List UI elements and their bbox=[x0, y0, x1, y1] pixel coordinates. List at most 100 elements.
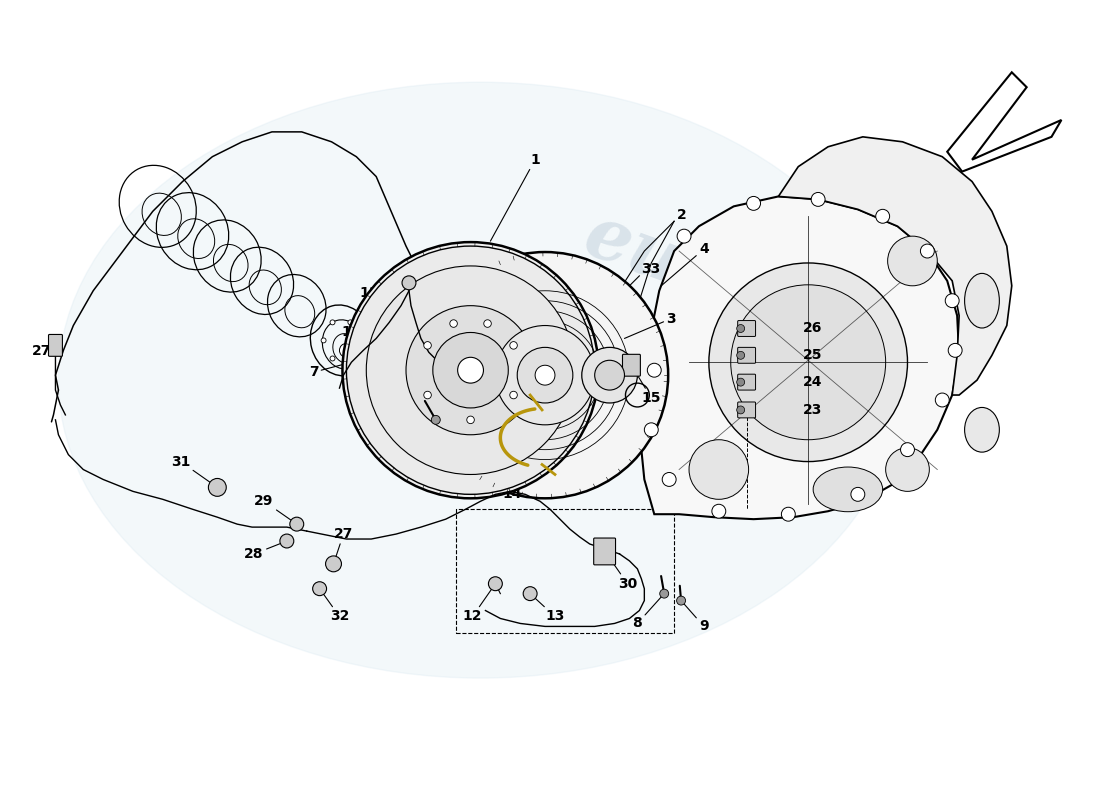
Circle shape bbox=[488, 577, 503, 590]
Text: 25: 25 bbox=[803, 348, 823, 362]
Circle shape bbox=[851, 487, 865, 502]
Circle shape bbox=[781, 507, 795, 521]
Text: 4: 4 bbox=[661, 242, 708, 286]
Circle shape bbox=[524, 586, 537, 601]
Text: 6: 6 bbox=[388, 420, 436, 454]
Circle shape bbox=[708, 263, 907, 462]
Circle shape bbox=[595, 360, 625, 390]
Circle shape bbox=[466, 416, 474, 424]
Circle shape bbox=[901, 442, 914, 457]
Text: 3: 3 bbox=[625, 311, 676, 338]
Text: 32: 32 bbox=[320, 589, 349, 623]
Circle shape bbox=[596, 543, 613, 559]
Circle shape bbox=[402, 276, 416, 290]
Circle shape bbox=[676, 596, 685, 605]
Text: europàres: europàres bbox=[574, 197, 982, 405]
Circle shape bbox=[279, 534, 294, 548]
Circle shape bbox=[509, 342, 517, 349]
Circle shape bbox=[737, 378, 745, 386]
Circle shape bbox=[289, 517, 304, 531]
Text: 27: 27 bbox=[32, 344, 51, 358]
Ellipse shape bbox=[813, 467, 882, 512]
FancyBboxPatch shape bbox=[738, 321, 756, 337]
Text: 26: 26 bbox=[803, 322, 823, 335]
Circle shape bbox=[662, 473, 676, 486]
Text: 2: 2 bbox=[678, 208, 686, 222]
Circle shape bbox=[424, 391, 431, 399]
FancyBboxPatch shape bbox=[594, 538, 616, 565]
Circle shape bbox=[321, 338, 326, 343]
Circle shape bbox=[811, 193, 825, 206]
Circle shape bbox=[356, 338, 362, 343]
Text: 30: 30 bbox=[605, 551, 637, 590]
Circle shape bbox=[678, 229, 691, 243]
Circle shape bbox=[431, 415, 440, 424]
Text: 14: 14 bbox=[503, 438, 542, 502]
Text: 29: 29 bbox=[254, 494, 297, 524]
Circle shape bbox=[326, 556, 341, 572]
FancyBboxPatch shape bbox=[738, 374, 756, 390]
Circle shape bbox=[495, 326, 595, 425]
Text: 11: 11 bbox=[360, 283, 409, 300]
Circle shape bbox=[208, 478, 227, 496]
Circle shape bbox=[330, 320, 336, 325]
Circle shape bbox=[340, 343, 353, 358]
FancyBboxPatch shape bbox=[48, 334, 63, 356]
Text: 12: 12 bbox=[463, 584, 495, 623]
Text: 33: 33 bbox=[453, 450, 472, 465]
Circle shape bbox=[645, 423, 658, 437]
FancyBboxPatch shape bbox=[623, 354, 640, 376]
Text: 33: 33 bbox=[641, 262, 661, 276]
Text: 27: 27 bbox=[333, 527, 353, 564]
Text: 23: 23 bbox=[803, 403, 823, 417]
Circle shape bbox=[424, 342, 431, 349]
Text: 13: 13 bbox=[530, 594, 564, 623]
Circle shape bbox=[312, 582, 327, 596]
Circle shape bbox=[450, 320, 458, 327]
Circle shape bbox=[346, 246, 595, 494]
Circle shape bbox=[535, 366, 556, 385]
Circle shape bbox=[330, 356, 336, 361]
Polygon shape bbox=[639, 197, 959, 519]
Circle shape bbox=[948, 343, 962, 358]
FancyBboxPatch shape bbox=[738, 347, 756, 363]
Bar bbox=[455, 510, 674, 634]
Circle shape bbox=[406, 306, 535, 434]
Circle shape bbox=[935, 393, 949, 407]
Circle shape bbox=[737, 325, 745, 333]
Circle shape bbox=[348, 320, 353, 325]
Circle shape bbox=[737, 406, 745, 414]
Circle shape bbox=[422, 252, 668, 498]
Circle shape bbox=[517, 347, 573, 403]
Text: 24: 24 bbox=[803, 375, 823, 389]
Circle shape bbox=[582, 347, 637, 403]
Text: 28: 28 bbox=[244, 541, 287, 561]
Text: 15: 15 bbox=[631, 366, 661, 405]
Circle shape bbox=[747, 197, 760, 210]
Circle shape bbox=[509, 391, 517, 399]
Ellipse shape bbox=[965, 274, 1000, 328]
Text: 1: 1 bbox=[491, 153, 540, 241]
Circle shape bbox=[366, 266, 575, 474]
Circle shape bbox=[647, 363, 661, 377]
Circle shape bbox=[484, 320, 492, 327]
Circle shape bbox=[921, 244, 934, 258]
Circle shape bbox=[689, 440, 749, 499]
Circle shape bbox=[945, 294, 959, 308]
FancyBboxPatch shape bbox=[738, 402, 756, 418]
Circle shape bbox=[660, 589, 669, 598]
Text: 31: 31 bbox=[170, 454, 218, 487]
Polygon shape bbox=[779, 137, 1012, 395]
Text: 8: 8 bbox=[632, 594, 664, 630]
Circle shape bbox=[348, 356, 353, 361]
Circle shape bbox=[876, 210, 890, 223]
Text: 5: 5 bbox=[557, 395, 575, 432]
Circle shape bbox=[886, 448, 929, 491]
Text: 9: 9 bbox=[681, 601, 708, 634]
Ellipse shape bbox=[965, 407, 1000, 452]
Circle shape bbox=[730, 285, 886, 440]
Circle shape bbox=[712, 504, 726, 518]
Ellipse shape bbox=[58, 82, 902, 678]
Circle shape bbox=[432, 333, 508, 408]
Circle shape bbox=[888, 236, 937, 286]
